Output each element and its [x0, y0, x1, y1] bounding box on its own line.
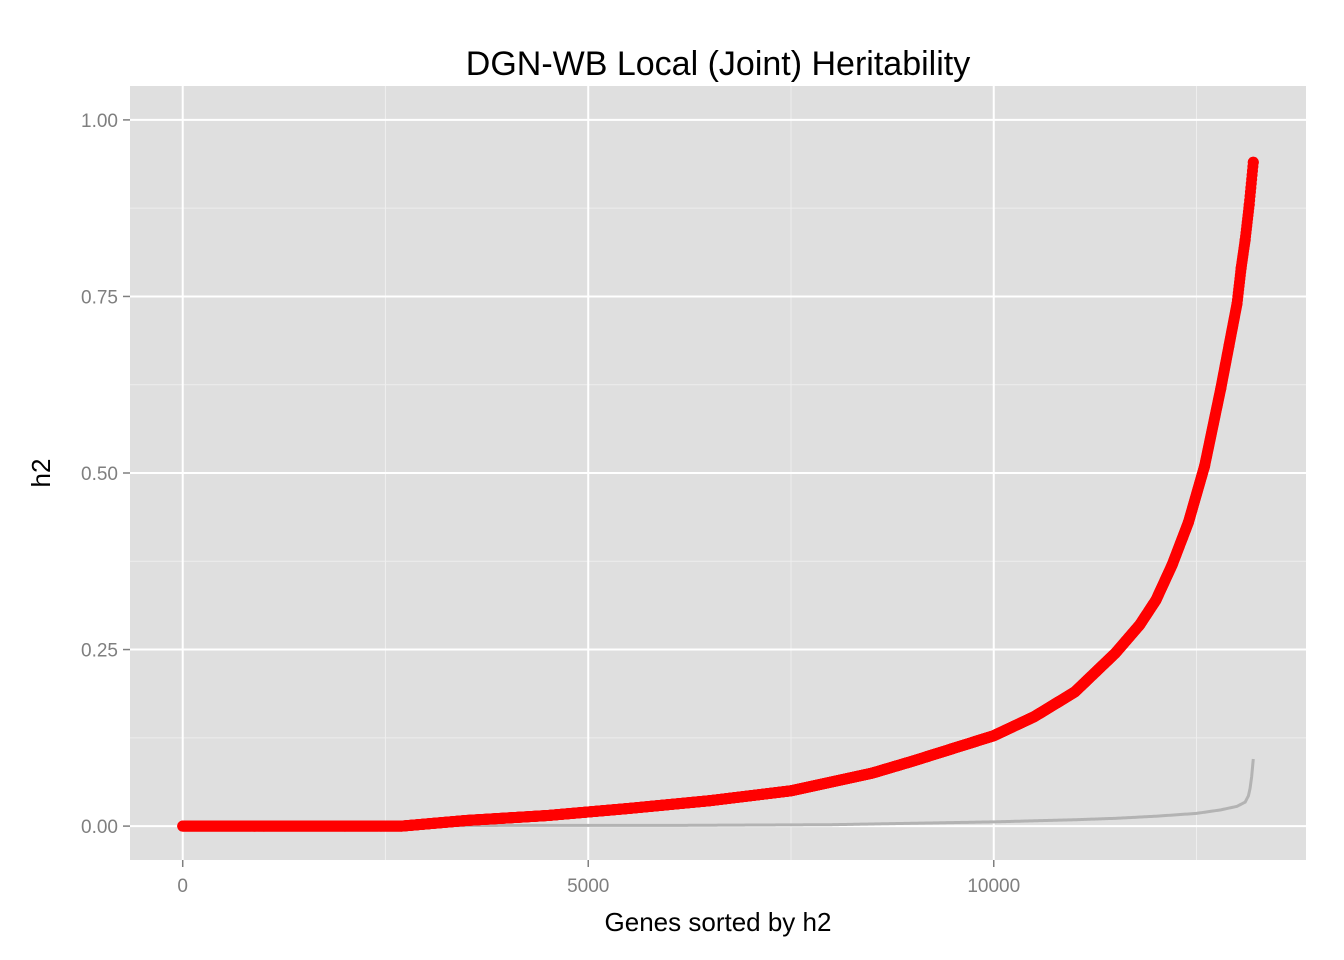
data-point	[704, 795, 716, 807]
data-point	[866, 767, 878, 779]
data-point	[1150, 594, 1162, 606]
y-tick-label: 0.25	[81, 641, 118, 662]
data-point	[396, 820, 408, 832]
data-point	[988, 730, 1000, 742]
data-point	[1239, 234, 1251, 246]
y-tick-label: 0.75	[81, 287, 118, 308]
data-point	[258, 820, 270, 832]
x-tick-label: 5000	[567, 876, 609, 897]
x-axis-title: Genes sorted by h2	[605, 907, 832, 937]
data-point	[1235, 262, 1247, 274]
y-tick-label: 0.00	[81, 817, 118, 838]
data-point	[1215, 382, 1227, 394]
data-point	[1134, 619, 1146, 631]
x-tick-label: 10000	[967, 876, 1020, 897]
data-point	[1231, 298, 1243, 310]
data-point	[1247, 156, 1259, 168]
data-point	[785, 785, 797, 797]
y-tick-label: 0.50	[81, 464, 118, 485]
series-layer	[177, 156, 1259, 832]
data-point	[1028, 711, 1040, 723]
data-point	[1109, 647, 1121, 659]
data-point	[1243, 199, 1255, 211]
tick-labels: 0 5000 10000 0.00 0.25 0.50 0.75 1.00	[81, 111, 1020, 897]
chart-title: DGN-WB Local (Joint) Heritability	[466, 45, 970, 83]
axis-ticks	[123, 119, 995, 867]
data-point	[542, 810, 554, 822]
y-tick-label: 1.00	[81, 111, 118, 132]
data-point	[339, 820, 351, 832]
data-point	[1182, 516, 1194, 528]
data-point	[907, 755, 919, 767]
data-point	[1166, 559, 1178, 571]
data-point	[177, 820, 189, 832]
y-axis-title: h2	[26, 459, 56, 488]
data-point	[461, 814, 473, 826]
x-tick-label: 0	[177, 876, 188, 897]
points-series	[177, 156, 1259, 832]
data-point	[1199, 460, 1211, 472]
data-point	[623, 802, 635, 814]
data-point	[947, 742, 959, 754]
data-point	[1069, 686, 1081, 698]
data-point	[1223, 340, 1235, 352]
